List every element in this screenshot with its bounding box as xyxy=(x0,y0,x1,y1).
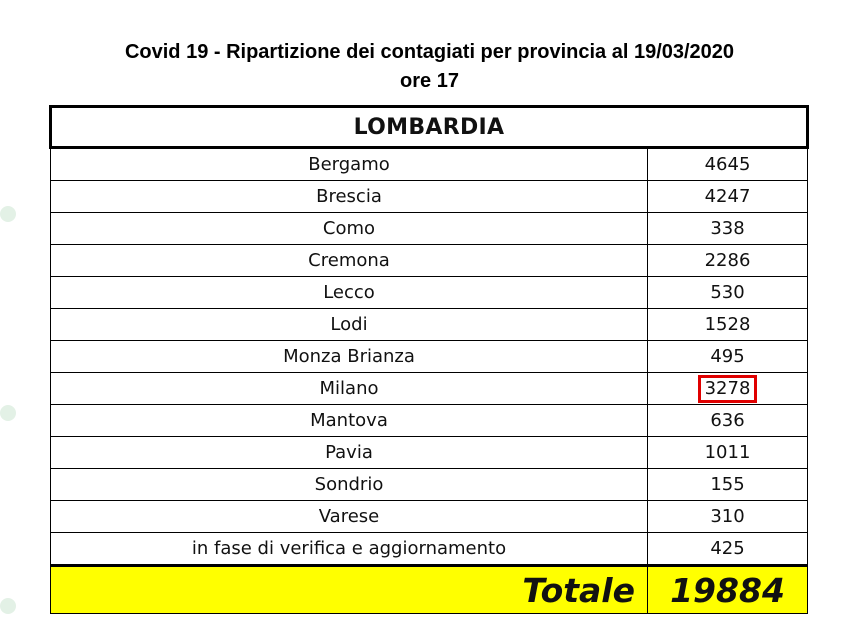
province-cell: Brescia xyxy=(50,180,648,213)
title-line-1: Covid 19 - Ripartizione dei contagiati p… xyxy=(124,41,735,63)
province-cell: Bergamo xyxy=(50,147,648,181)
cases-cell: 530 xyxy=(647,276,808,309)
cases-cell: 2286 xyxy=(647,244,808,277)
province-cell: Pavia xyxy=(50,436,648,469)
table-row: Lecco 530 xyxy=(50,276,808,309)
province-cell: Cremona xyxy=(50,244,648,277)
table-row: Como 338 xyxy=(50,212,808,245)
table-row: Milano 3278 xyxy=(50,372,808,405)
cases-cell: 495 xyxy=(647,340,808,373)
province-cell: Sondrio xyxy=(50,468,648,501)
background-dot xyxy=(0,206,16,222)
province-cell: Como xyxy=(50,212,648,245)
table-row: in fase di verifica e aggiornamento 425 xyxy=(50,532,808,566)
cases-cell: 338 xyxy=(647,212,808,245)
table-row: Lodi 1528 xyxy=(50,308,808,341)
page-title: Covid 19 - Ripartizione dei contagiati p… xyxy=(0,38,859,96)
background-dot xyxy=(0,405,16,421)
region-header-row: LOMBARDIA xyxy=(49,105,809,149)
province-cell: Monza Brianza xyxy=(50,340,648,373)
table-row: Sondrio 155 xyxy=(50,468,808,501)
province-cell: Milano xyxy=(50,372,648,405)
table-row: Brescia 4247 xyxy=(50,180,808,213)
title-line-2: ore 17 xyxy=(400,70,459,92)
cases-cell: 1011 xyxy=(647,436,808,469)
highlight-box: 3278 xyxy=(697,374,758,403)
cases-cell: 1528 xyxy=(647,308,808,341)
region-header: LOMBARDIA xyxy=(49,105,809,149)
table-row: Pavia 1011 xyxy=(50,436,808,469)
cases-cell: 4645 xyxy=(647,147,808,181)
table-row: Bergamo 4645 xyxy=(50,147,808,181)
cases-cell-highlighted: 3278 xyxy=(647,372,808,405)
table-row: Mantova 636 xyxy=(50,404,808,437)
province-cell: Lecco xyxy=(50,276,648,309)
cases-cell: 4247 xyxy=(647,180,808,213)
total-row: Totale 19884 xyxy=(50,564,808,614)
table-row: Varese 310 xyxy=(50,500,808,533)
province-cell: in fase di verifica e aggiornamento xyxy=(50,532,648,566)
province-cell: Mantova xyxy=(50,404,648,437)
cases-table: LOMBARDIA Bergamo 4645 Brescia 4247 Como… xyxy=(49,105,809,614)
cases-cell: 636 xyxy=(647,404,808,437)
table-row: Monza Brianza 495 xyxy=(50,340,808,373)
total-value: 19884 xyxy=(647,564,808,614)
cases-cell: 310 xyxy=(647,500,808,533)
province-cell: Varese xyxy=(50,500,648,533)
province-cell: Lodi xyxy=(50,308,648,341)
cases-table-container: LOMBARDIA Bergamo 4645 Brescia 4247 Como… xyxy=(49,105,809,614)
cases-cell: 155 xyxy=(647,468,808,501)
cases-cell: 425 xyxy=(647,532,808,566)
background-dot xyxy=(0,598,16,614)
table-row: Cremona 2286 xyxy=(50,244,808,277)
total-label: Totale xyxy=(50,564,648,614)
